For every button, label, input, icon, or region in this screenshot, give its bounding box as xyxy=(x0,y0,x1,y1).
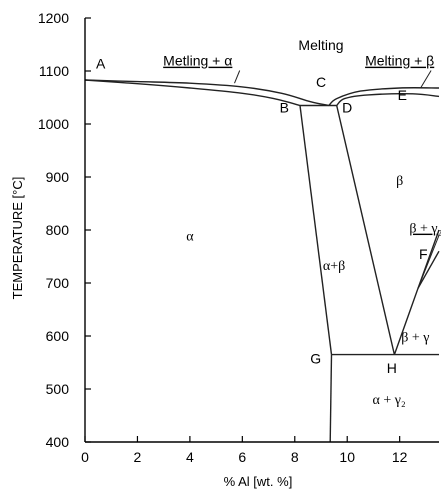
y-tick-label: 700 xyxy=(46,275,70,291)
leader-beta-gamma xyxy=(417,235,440,289)
y-tick-label: 1100 xyxy=(39,63,69,79)
x-axis-title: % Al [wt. %] xyxy=(224,474,293,489)
y-tick-label: 500 xyxy=(46,381,70,397)
curve-alpha-solvus-high xyxy=(299,105,333,355)
region-label-beta-gamma2-upper: β + γ₂ xyxy=(409,222,441,237)
leader-melting-beta xyxy=(420,70,432,89)
x-tick-label: 2 xyxy=(134,449,142,465)
curve-solidus-alpha xyxy=(84,79,301,107)
x-tick-label: 8 xyxy=(291,449,299,465)
phase-boundaries xyxy=(84,79,440,443)
region-label-alpha-beta: α+β xyxy=(323,259,345,274)
y-tick-label: 900 xyxy=(46,169,70,185)
region-label-beta-gamma-lower: β + γ xyxy=(401,330,429,345)
point-label-G: G xyxy=(310,351,321,367)
region-labels: Melting Metling + α Melting + β α α+β β β + γ₂… xyxy=(163,37,441,408)
curve-liquidus-beta-left xyxy=(328,87,440,107)
x-tick-label: 6 xyxy=(238,449,246,465)
point-label-E: E xyxy=(398,87,407,103)
curve-liquidus-alpha xyxy=(84,79,330,107)
y-tick-label: 400 xyxy=(46,434,70,450)
axes xyxy=(84,17,439,443)
point-label-H: H xyxy=(387,360,397,376)
x-tick-label: 12 xyxy=(392,449,408,465)
x-tick-label: 10 xyxy=(339,449,355,465)
region-label-alpha: α xyxy=(186,230,194,245)
point-label-B: B xyxy=(280,99,289,115)
point-label-C: C xyxy=(316,74,326,90)
point-labels: A B CD E F G H xyxy=(96,55,427,376)
curve-beta-right-boundary xyxy=(393,229,440,355)
y-tick-label: 1000 xyxy=(38,116,69,132)
label-leaders xyxy=(234,70,440,289)
leader-melting-alpha xyxy=(234,70,241,84)
x-tick-label: 4 xyxy=(186,449,194,465)
curve-alpha-solvus-low xyxy=(329,354,333,443)
point-label-D: D xyxy=(342,99,352,115)
y-tick-label: 800 xyxy=(46,222,70,238)
point-label-F: F xyxy=(419,246,428,262)
curve-beta-left-boundary xyxy=(336,105,396,355)
y-axis-title: TEMPERATURE [°C] xyxy=(10,177,25,300)
point-label-A: A xyxy=(96,55,106,71)
region-label-alpha-gamma2: α + γ₂ xyxy=(373,393,406,408)
curve-gamma-boundary xyxy=(417,250,440,289)
region-label-melting-beta: Melting + β xyxy=(365,53,434,69)
region-label-melting: Melting xyxy=(298,37,343,53)
region-label-melting-alpha: Metling + α xyxy=(163,53,232,69)
y-tick-label: 600 xyxy=(46,328,70,344)
curve-solidus-beta xyxy=(336,93,440,107)
tick-labels: 0 2 4 6 8 10 12 400 500 600 700 800 900 1000 1100 1200 xyxy=(38,10,408,465)
y-tick-label: 1200 xyxy=(38,10,69,26)
x-tick-label: 0 xyxy=(81,449,89,465)
region-label-beta: β xyxy=(396,174,403,189)
